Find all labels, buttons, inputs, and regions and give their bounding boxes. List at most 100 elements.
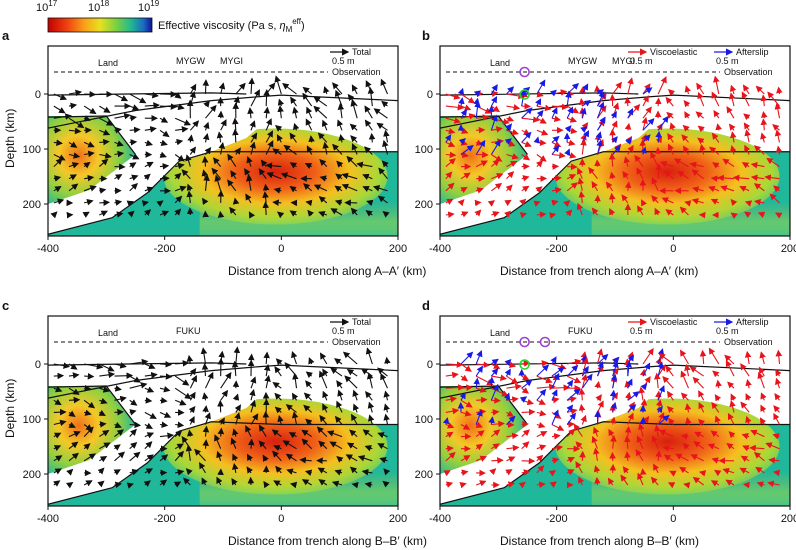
viscoelastic-arrow — [651, 177, 659, 192]
viscoelastic-arrow — [460, 113, 476, 120]
viscoelastic-arrow — [720, 185, 735, 192]
legend-scale: 0.5 m — [630, 326, 653, 336]
x-tick-label: 0 — [670, 513, 676, 525]
displacement-arrow — [383, 403, 390, 413]
displacement-arrow — [362, 429, 373, 438]
viscoelastic-arrow — [740, 363, 750, 377]
viscoelastic-arrow — [594, 380, 601, 389]
displacement-arrow — [345, 454, 358, 462]
displacement-arrow — [308, 357, 315, 365]
displacement-arrow — [175, 469, 185, 476]
displacement-arrow — [186, 190, 193, 203]
displacement-arrow — [159, 432, 175, 440]
displacement-arrow — [319, 175, 327, 182]
viscoelastic-arrow — [610, 435, 617, 449]
displacement-arrow — [187, 134, 194, 143]
viscoelastic-arrow — [536, 410, 547, 417]
displacement-arrow — [318, 440, 328, 450]
viscoelastic-arrow — [637, 422, 645, 437]
viscoelastic-arrow — [729, 400, 736, 413]
displacement-arrow — [194, 448, 206, 462]
viscoelastic-arrow — [726, 106, 735, 119]
viscoelastic-arrow — [744, 200, 753, 207]
land-label: Land — [98, 328, 118, 338]
viscoelastic-arrow — [476, 114, 490, 121]
viscoelastic-arrow — [536, 117, 547, 124]
displacement-arrow — [129, 126, 141, 134]
panel-plot-a — [48, 46, 398, 236]
afterslip-arrow — [459, 392, 466, 401]
displacement-arrow — [234, 412, 241, 425]
y-tick-label: 0 — [427, 359, 433, 371]
displacement-arrow — [323, 86, 330, 95]
viscoelastic-arrow — [775, 377, 782, 389]
viscoelastic-arrow — [457, 199, 465, 207]
viscoelastic-arrow — [445, 182, 455, 192]
afterslip-arrow — [475, 350, 483, 365]
viscoelastic-arrow — [729, 92, 736, 107]
viscoelastic-arrow — [518, 481, 526, 489]
viscoelastic-arrow — [575, 441, 583, 450]
viscoelastic-arrow — [697, 125, 705, 133]
viscoelastic-arrow — [460, 374, 469, 382]
viscoelastic-arrow — [578, 98, 586, 107]
afterslip-arrow — [475, 409, 483, 425]
displacement-arrow — [99, 397, 108, 405]
displacement-arrow — [144, 139, 153, 147]
viscoelastic-arrow — [573, 423, 583, 437]
displacement-arrow — [99, 117, 114, 126]
displacement-arrow — [185, 468, 193, 476]
displacement-arrow — [159, 139, 168, 147]
viscoelastic-arrow — [730, 198, 738, 207]
displacement-arrow — [50, 211, 58, 219]
viscoelastic-arrow — [625, 391, 632, 401]
viscoelastic-arrow — [475, 160, 488, 168]
viscoelastic-arrow — [744, 129, 751, 143]
mantle-wedge — [440, 116, 528, 204]
station-label-mygw: MYGW — [568, 56, 598, 66]
displacement-arrow — [175, 162, 185, 170]
afterslip-arrow — [566, 106, 574, 119]
displacement-arrow — [174, 430, 183, 438]
viscoelastic-arrow — [637, 205, 644, 216]
displacement-arrow — [53, 154, 66, 161]
viscoelastic-arrow — [684, 111, 691, 119]
displacement-arrow — [230, 437, 237, 449]
afterslip-arrow — [519, 396, 528, 403]
displacement-arrow — [246, 453, 254, 462]
displacement-arrow — [232, 117, 239, 131]
displacement-arrow — [174, 387, 192, 400]
displacement-arrow — [129, 421, 142, 429]
viscoelastic-arrow — [536, 383, 556, 391]
displacement-arrow — [304, 163, 313, 170]
mantle-wedge — [48, 116, 136, 204]
viscoelastic-arrow — [666, 111, 674, 119]
y-axis-label-top: Depth (km) — [3, 109, 17, 168]
displacement-arrow — [280, 172, 297, 180]
viscoelastic-arrow — [753, 145, 765, 155]
land-label: Land — [98, 58, 118, 68]
displacement-arrow — [318, 479, 328, 486]
viscoelastic-arrow — [666, 390, 674, 401]
afterslip-arrow — [536, 109, 544, 119]
x-tick-label: -200 — [546, 243, 568, 255]
displacement-arrow — [185, 154, 192, 167]
afterslip-arrow — [504, 358, 512, 366]
afterslip-arrow — [490, 383, 499, 401]
displacement-arrow — [318, 211, 328, 218]
viscoelastic-arrow — [677, 170, 689, 180]
viscoelastic-arrow — [764, 174, 780, 181]
afterslip-arrow — [566, 388, 581, 401]
displacement-arrow — [317, 467, 328, 474]
displacement-arrow — [68, 396, 81, 404]
displacement-arrow — [381, 100, 389, 108]
displacement-arrow — [113, 444, 121, 451]
viscoelastic-arrow — [591, 207, 599, 216]
displacement-arrow — [285, 453, 297, 462]
afterslip-arrow — [596, 139, 603, 155]
viscoelastic-arrow — [729, 131, 737, 143]
displacement-arrow — [174, 154, 185, 162]
legend-label: Viscoelastic — [650, 317, 698, 327]
displacement-arrow — [350, 99, 358, 119]
viscoelastic-arrow — [689, 366, 704, 377]
